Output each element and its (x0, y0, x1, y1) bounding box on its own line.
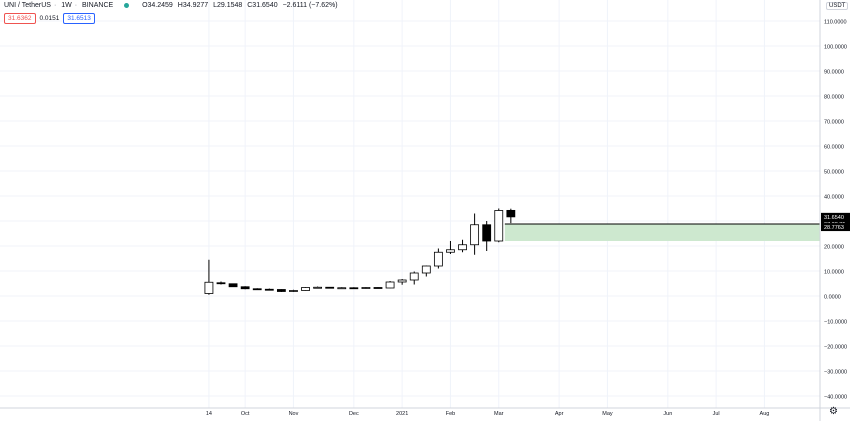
y-tick-label: 60.0000 (824, 145, 844, 151)
candle-body (506, 209, 516, 218)
candle-body (252, 288, 262, 291)
buy-button[interactable]: 31.6513 (63, 13, 95, 24)
y-tick-label: 80.0000 (824, 95, 844, 101)
last-price-label: 31.6540 (824, 215, 844, 221)
low-value: L29.1548 (213, 2, 243, 9)
x-tick-label: Apr (555, 411, 564, 417)
candle-body (421, 265, 431, 274)
high-value: H34.9277 (177, 2, 209, 9)
symbol-name[interactable]: UNI / TetherUS (4, 2, 51, 9)
x-tick-label: May (602, 411, 613, 417)
trade-panel: 31.6362 0.0151 31.6513 (4, 13, 95, 24)
candle-body (409, 272, 419, 281)
candle-body (216, 282, 226, 285)
y-tick-label: 10.0000 (824, 270, 844, 276)
y-tick-label: 0.0000 (824, 295, 841, 301)
x-tick-label: Oct (241, 411, 250, 417)
x-tick-label: Aug (760, 411, 770, 417)
candle-body (264, 288, 274, 291)
ohlc-values: O34.2459 H34.9277 L29.1548 C31.6540 −2.6… (142, 2, 341, 9)
exchange-label: BINANCE (82, 2, 114, 9)
x-tick-label: 2021 (396, 411, 408, 417)
candle-body (385, 281, 395, 289)
level-price-label: 28.7763 (824, 225, 844, 231)
x-tick-label: Mar (494, 411, 504, 417)
close-value: C31.6540 (247, 2, 278, 9)
candle-body (482, 224, 492, 242)
y-tick-label: 90.0000 (824, 70, 844, 76)
sell-button[interactable]: 31.6362 (4, 13, 36, 24)
y-tick-label: 50.0000 (824, 170, 844, 176)
y-tick-label: 40.0000 (824, 195, 844, 201)
x-tick-label: Nov (289, 411, 299, 417)
y-tick-label: −30.0000 (824, 370, 847, 376)
market-status-dot-icon (124, 2, 130, 8)
y-tick-label: 20.0000 (824, 245, 844, 251)
x-tick-label: Jun (663, 411, 672, 417)
candle-body (458, 244, 467, 251)
open-value: O34.2459 (142, 2, 173, 9)
candle-body (276, 289, 286, 292)
y-tick-label: 70.0000 (824, 120, 844, 126)
change-value: −2.6111 (−7.62%) (282, 2, 338, 9)
candle-body (349, 287, 359, 290)
x-tick-label: Feb (446, 411, 455, 417)
candle-body (373, 287, 383, 289)
x-tick-label: Dec (349, 411, 359, 417)
candle-body (361, 287, 371, 289)
interval-label[interactable]: 1W (61, 2, 72, 9)
x-tick-label: Jul (713, 411, 720, 417)
chart-header: UNI / TetherUS · 1W · BINANCE O34.2459 H34… (4, 2, 344, 9)
candle-body (240, 286, 250, 290)
support-zone (504, 224, 820, 241)
candle-body (313, 286, 323, 289)
y-tick-label: 100.0000 (824, 45, 847, 51)
y-tick-label: −40.0000 (824, 395, 847, 401)
y-tick-label: −10.0000 (824, 320, 847, 326)
candle-body (470, 224, 480, 246)
candle-body (204, 281, 214, 294)
gear-icon[interactable]: ⚙ (829, 406, 838, 417)
currency-button[interactable]: USDT (826, 2, 849, 10)
candle-body (397, 279, 407, 283)
candle-body (337, 287, 347, 290)
x-tick-label: 14 (206, 411, 212, 417)
candle-body (289, 290, 298, 292)
candle-body (325, 286, 335, 289)
spread-value: 0.0151 (39, 15, 60, 22)
y-tick-label: 110.0000 (824, 20, 847, 26)
candle-body (494, 210, 504, 242)
candle-body (433, 251, 443, 267)
candle-body (446, 249, 455, 253)
candle-body (301, 287, 310, 291)
y-tick-label: −20.0000 (824, 345, 847, 351)
candle-body (228, 283, 238, 288)
level-price-badge (821, 223, 850, 232)
